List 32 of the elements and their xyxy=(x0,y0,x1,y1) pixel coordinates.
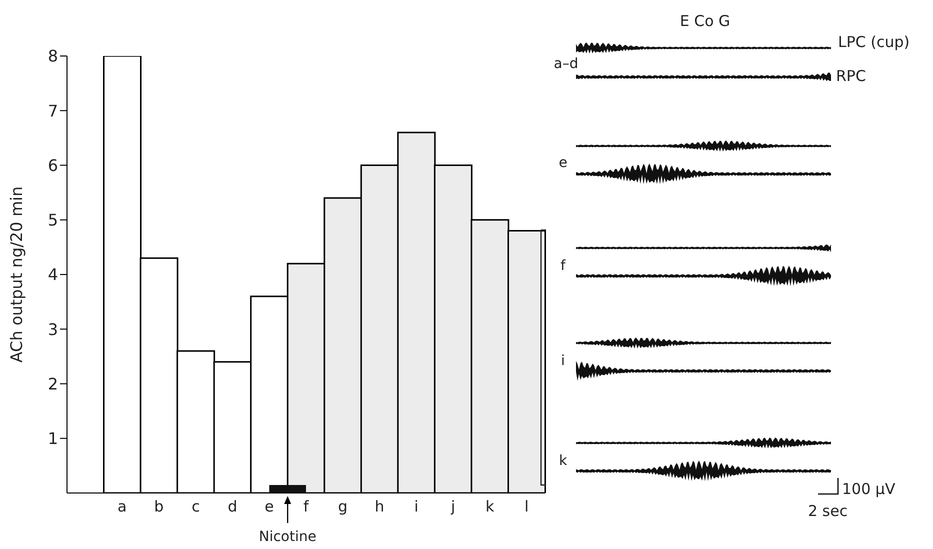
text: Nicotine xyxy=(258,529,316,545)
text: a–d xyxy=(554,56,578,72)
y-tick-label: 8 xyxy=(48,46,58,66)
x-tick-label: e xyxy=(264,498,274,516)
y-tick-label: 5 xyxy=(48,210,58,230)
x-tick-label: h xyxy=(374,498,384,516)
text: LPC (cup) xyxy=(838,33,910,51)
y-tick-label: 2 xyxy=(48,374,58,394)
x-tick-label: f xyxy=(303,498,310,516)
y-tick-label: 3 xyxy=(48,320,58,339)
text: e xyxy=(558,155,568,171)
x-tick-label: a xyxy=(118,498,127,516)
y-axis-title: ACh output ng/20 min xyxy=(7,186,26,363)
y-tick-label: 4 xyxy=(48,265,58,284)
x-tick-label: d xyxy=(228,498,238,516)
text: f xyxy=(560,258,567,274)
x-tick-label: l xyxy=(524,498,529,516)
x-tick-label: k xyxy=(486,498,494,516)
text: k xyxy=(558,453,568,469)
text: 2 sec xyxy=(808,502,848,520)
y-tick-label: 7 xyxy=(48,101,58,120)
text: 100 μV xyxy=(842,480,896,498)
text: E Co G xyxy=(680,12,730,30)
text: i xyxy=(561,353,565,369)
y-tick-label: 6 xyxy=(48,156,58,175)
x-tick-label: i xyxy=(414,498,418,516)
x-tick-label: j xyxy=(450,498,456,516)
x-tick-label: b xyxy=(154,498,164,516)
y-tick-label: 1 xyxy=(48,429,58,448)
x-tick-label: c xyxy=(192,498,200,516)
x-tick-label: g xyxy=(338,498,348,516)
text: RPC xyxy=(836,67,866,85)
